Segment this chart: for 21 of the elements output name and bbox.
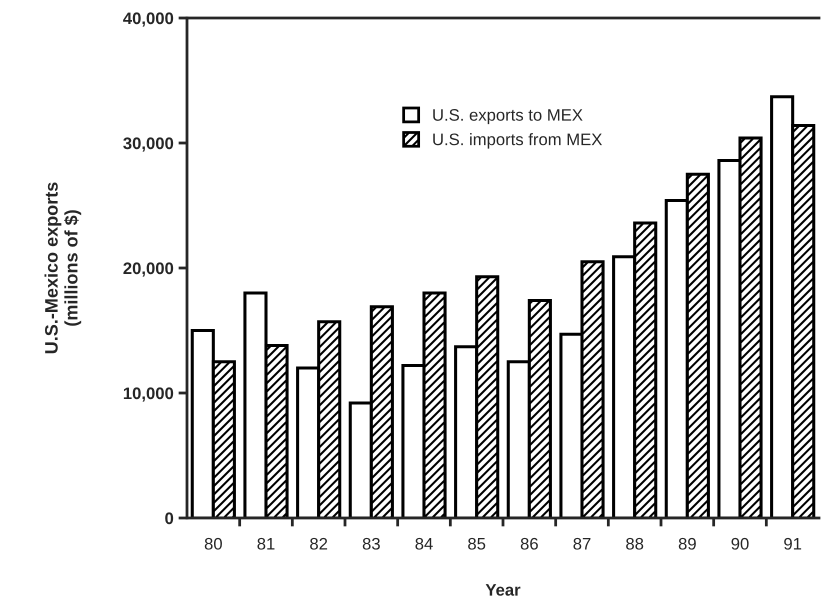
legend-label: U.S. exports to MEX: [433, 109, 583, 124]
legend-label: U.S. imports from MEX: [433, 133, 602, 149]
x-tick-label: 85: [468, 538, 486, 550]
y-tick-label: 0: [165, 512, 174, 524]
y-axis-title: U.S.-Mexico exports (millions of $): [44, 182, 82, 354]
y-tick-label: 10,000: [124, 387, 174, 402]
y-tick-label: 40,000: [123, 12, 174, 27]
y-tick-label: 30,000: [123, 137, 174, 152]
x-tick-label: 83: [362, 538, 380, 550]
x-tick-label: 87: [573, 538, 590, 550]
x-tick-label: 84: [415, 538, 433, 550]
x-tick-label: 88: [626, 538, 644, 550]
y-tick-label: 20,000: [123, 262, 174, 277]
x-tick-label: 81: [257, 538, 274, 550]
x-tick-label: 80: [204, 538, 222, 550]
x-axis-title: Year: [486, 584, 520, 596]
x-tick-label: 89: [678, 538, 696, 550]
x-tick-label: 90: [732, 538, 749, 550]
x-tick-label: 82: [310, 538, 328, 550]
x-tick-label: 91: [784, 538, 802, 550]
x-tick-label: 86: [520, 538, 538, 550]
